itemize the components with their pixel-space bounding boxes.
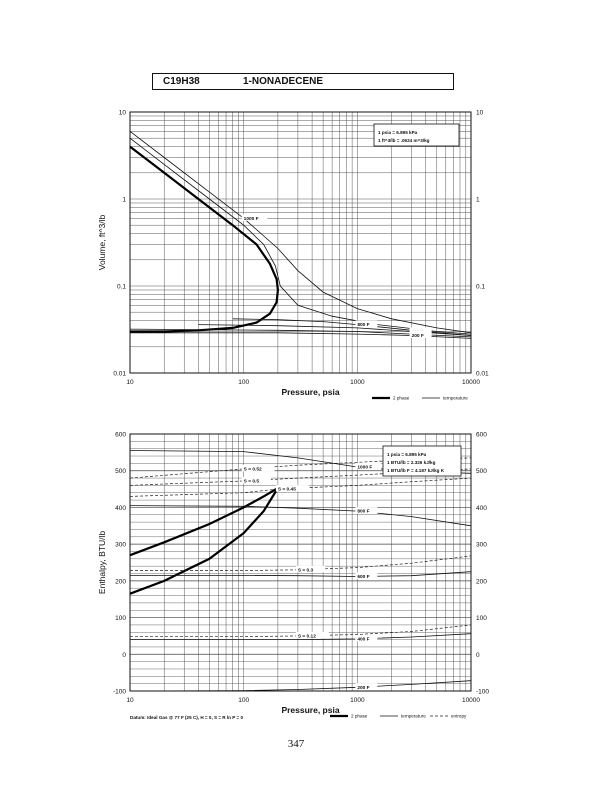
legend-label: 2 phase [393,396,410,401]
y-tick-label-right: -100 [476,689,489,696]
series-temperature [129,505,472,527]
series-label: 800 F [357,322,369,328]
chart-title-box: C19H38 1-NONADECENE [152,73,454,90]
y-tick-label-left: 0 [122,652,126,659]
datum-footnote: Datum: Ideal Gas @ 77 F (25 C), H = 0, S… [130,715,243,720]
series-label: 600 F [357,574,369,580]
series-label-bg [275,485,309,492]
conversion-box [382,445,462,477]
series-label-bg [355,507,378,514]
y-tick-label-right: 600 [476,432,487,439]
series-temperature [129,130,472,334]
series-label: 200 F [412,333,424,339]
compound-name: 1-NONADECENE [243,76,324,87]
series-label: S = 0.45 [278,487,296,493]
y-tick-label-left: 600 [115,432,126,439]
y-tick-label-right: 1 [476,197,480,204]
series-label-bg [295,565,326,573]
y-tick-label-left: 100 [115,615,126,622]
x-axis-label: Pressure, psia [281,387,339,397]
x-tick-label: 10 [126,379,134,386]
series-temperature [129,137,472,335]
series-label: S = 0.3 [298,567,314,573]
series-label: 1000 F [357,465,372,471]
series-label: 800 F [357,509,369,515]
y-tick-label-left: -100 [113,689,126,696]
y-tick-label-right: 100 [476,615,487,622]
series-label: 1000 F [244,216,259,222]
series-label-bg [355,320,378,328]
x-tick-label: 10 [126,697,134,704]
y-tick-label-left: 0.01 [113,371,126,378]
y-tick-label-right: 0 [476,652,480,659]
series-temperature [129,680,472,692]
series-2-phase [129,145,280,333]
series-label-bg [355,463,381,470]
series-label: 400 F [357,636,369,642]
x-tick-label: 1000 [350,379,365,386]
y-tick-label-right: 300 [476,542,487,549]
series-label-bg [241,464,275,472]
series-entropy [129,477,472,497]
y-tick-label-left: 0.1 [117,284,126,291]
page-number: 347 [287,738,305,750]
y-tick-label-left: 10 [119,110,127,117]
y-tick-label-right: 500 [476,468,487,475]
plot-frame [129,433,472,692]
y-tick-label-right: 400 [476,505,487,512]
series-label: 200 F [357,685,369,691]
x-axis-label: Pressure, psia [281,705,339,715]
y-tick-label-right: 0.1 [476,284,485,291]
legend-label: entropy [451,714,467,719]
series-label-bg [295,631,329,639]
y-axis-label: Volume, ft^3/lb [97,214,107,270]
y-tick-label-left: 400 [115,505,126,512]
y-tick-label-right: 0.01 [476,371,489,378]
series-label-bg [355,572,378,579]
x-tick-label: 1000 [350,697,365,704]
y-tick-label-right: 200 [476,578,487,585]
y-tick-label-right: 10 [476,110,484,117]
conversion-line: 1 psia = 6.895 kPa [378,130,418,135]
y-tick-label-left: 1 [122,197,126,204]
y-axis-label: Enthalpy, BTU/lb [97,531,107,594]
compound-formula: C19H38 [163,76,200,87]
legend-label: temperature [401,714,426,719]
series-entropy [130,555,472,571]
series-temperature [130,571,472,577]
legend-label: 2 phase [351,714,368,719]
x-tick-label: 100 [238,697,249,704]
legend-label: temperature [443,396,468,401]
series-label: S = 0.52 [244,466,262,472]
conversion-box [373,123,460,147]
conversion-line: 1 psia = 6.895 kPa [387,452,427,457]
conversion-line: 1 ft^3/lb = .0624 m^3/kg [378,138,430,143]
y-tick-label-left: 500 [115,468,126,475]
series-temperature [130,633,472,640]
series-label-bg [409,331,432,338]
series-label: S = 0.5 [244,478,260,484]
series-label: S = 0.12 [298,633,316,639]
series-label-bg [241,214,268,221]
y-tick-label-left: 200 [115,578,126,585]
x-tick-label: 10000 [462,379,480,386]
conversion-line: 1 BTU/lb F = 4.187 kJ/kg K [387,468,445,473]
conversion-line: 1 BTU/lb = 2.326 kJ/kg [387,460,436,465]
series-2-phase [129,487,279,557]
x-tick-label: 100 [238,379,249,386]
x-tick-label: 10000 [462,697,480,704]
series-2-phase [129,487,279,595]
series-label-bg [241,476,271,484]
series-label-bg [355,683,378,690]
y-tick-label-left: 300 [115,542,126,549]
plot-frame [129,111,472,374]
series-label-bg [355,634,378,642]
